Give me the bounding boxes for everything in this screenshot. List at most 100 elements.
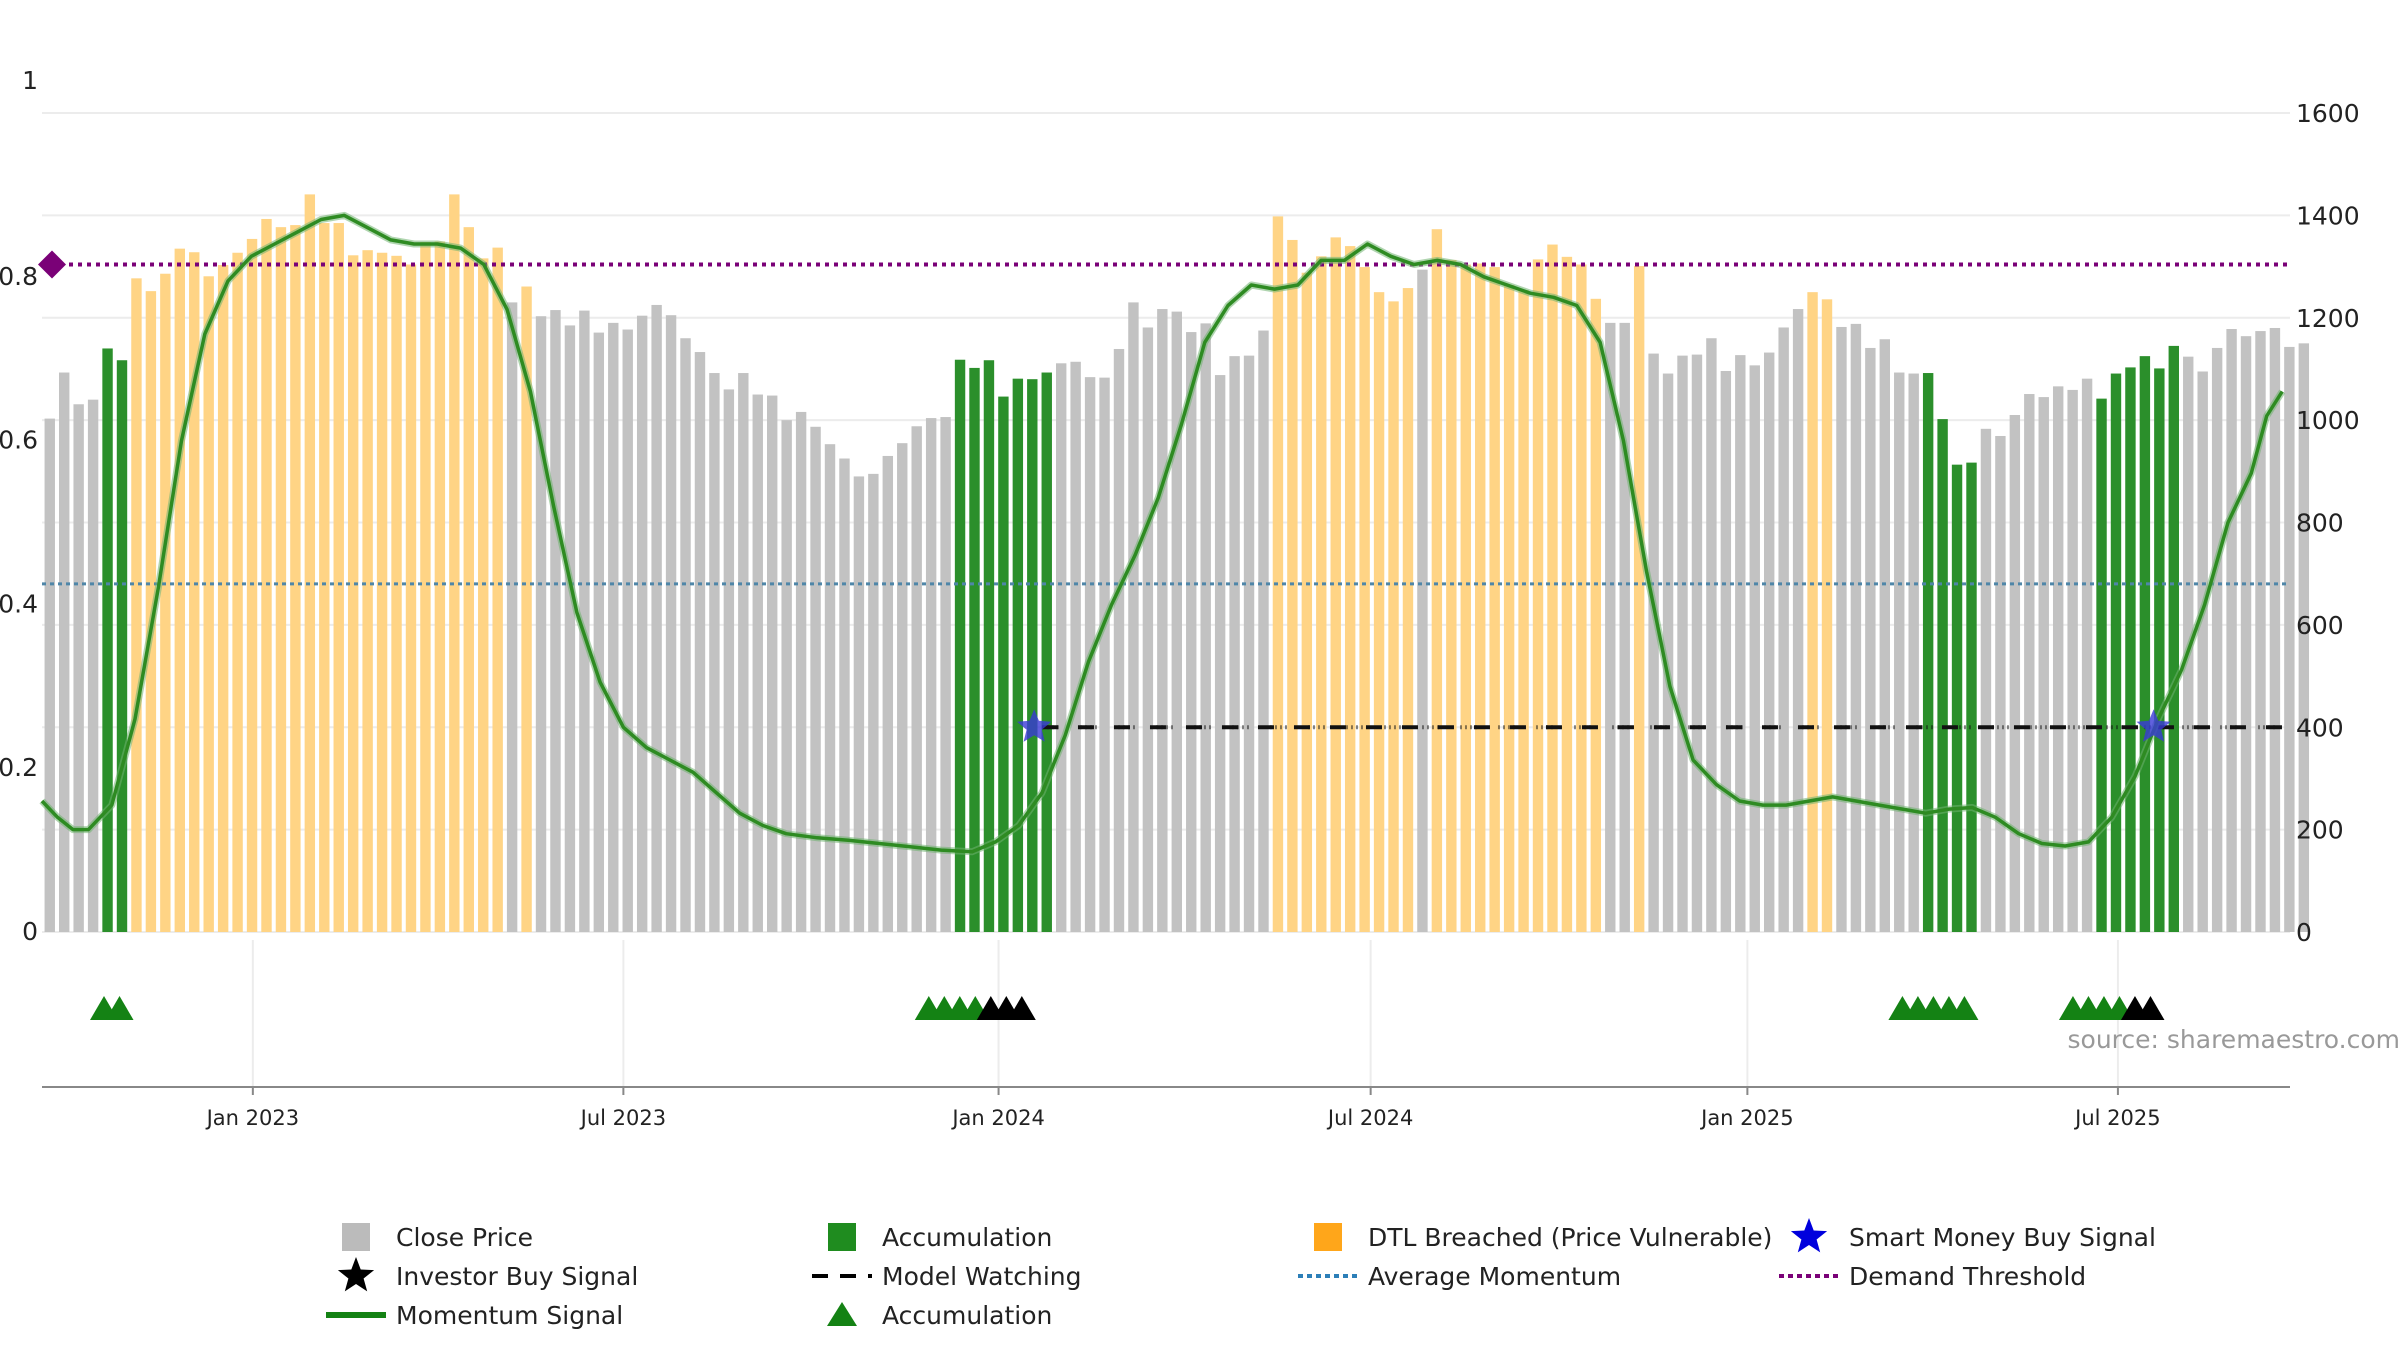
price-bar xyxy=(694,352,706,932)
price-bar xyxy=(1475,263,1486,933)
price-bar xyxy=(2024,394,2035,932)
price-bar xyxy=(2269,327,2281,932)
price-bar xyxy=(2110,373,2122,932)
price-bar xyxy=(1388,301,1399,932)
accumulation-triangle-icon xyxy=(2136,996,2165,1020)
price-bar xyxy=(1070,361,1081,932)
price-bar xyxy=(1995,435,2006,932)
price-bar xyxy=(1128,302,1139,932)
legend-square-icon xyxy=(828,1223,856,1251)
price-bar xyxy=(1980,428,1992,932)
price-bar xyxy=(998,396,1009,932)
price-bar xyxy=(1547,244,1558,932)
price-bar xyxy=(1648,353,1659,932)
price-bar xyxy=(593,332,605,932)
price-bar xyxy=(290,225,301,932)
price-bar xyxy=(376,252,388,932)
legend-item: Smart Money Buy Signal xyxy=(1790,1218,2156,1253)
legend: Close Price Accumulation DTL Breached (Pri… xyxy=(326,1218,2156,1330)
price-bar xyxy=(1186,332,1197,932)
x-axis-tick-label: Jan 2024 xyxy=(950,1106,1045,1130)
price-bar xyxy=(1417,269,1428,932)
legend-item: Investor Buy Signal xyxy=(337,1257,638,1292)
price-bar xyxy=(608,322,619,932)
price-bar xyxy=(535,316,547,933)
legend-label: Average Momentum xyxy=(1368,1262,1621,1291)
price-bar xyxy=(362,250,373,932)
price-bar xyxy=(1287,239,1298,932)
price-bar xyxy=(1792,309,1804,933)
price-bar xyxy=(622,329,633,932)
right-axis-tick-label: 800 xyxy=(2296,509,2344,538)
price-bar xyxy=(232,252,243,932)
price-bar xyxy=(1041,372,1052,932)
left-axis-tick-label: 0.4 xyxy=(0,589,38,618)
price-bar xyxy=(319,223,330,933)
price-bar xyxy=(1330,237,1341,932)
price-bar xyxy=(116,360,128,933)
price-bar xyxy=(217,265,229,933)
price-bar xyxy=(1055,363,1067,932)
momentum-signal-line xyxy=(40,213,2284,854)
price-bar xyxy=(1503,284,1515,932)
x-axis-tick-label: Jan 2023 xyxy=(205,1106,300,1130)
price-bar xyxy=(2211,347,2223,932)
price-bar xyxy=(1677,355,1688,932)
price-bar xyxy=(665,315,677,932)
price-bar xyxy=(2081,378,2093,933)
price-bar xyxy=(73,404,84,933)
price-bar xyxy=(897,443,908,932)
price-bar xyxy=(983,360,995,933)
price-bar xyxy=(1821,299,1833,932)
price-bar xyxy=(1301,272,1313,933)
right-axis-tick-label: 1400 xyxy=(2296,201,2360,230)
price-bar xyxy=(1908,373,1919,932)
price-bar xyxy=(2125,367,2136,933)
source-label: source: sharemaestro.com xyxy=(2068,1025,2400,1054)
price-bar xyxy=(1171,311,1182,932)
price-bar xyxy=(1576,264,1587,932)
price-bar xyxy=(246,238,258,932)
price-bar xyxy=(1446,259,1457,933)
left-axis-tick-label: 0.6 xyxy=(0,426,38,455)
price-bar xyxy=(651,304,662,932)
price-bar xyxy=(1157,309,1168,933)
price-bar xyxy=(781,420,792,932)
price-bar xyxy=(680,338,691,933)
smart-money-buy-star-icon xyxy=(2136,709,2171,742)
legend-label: Momentum Signal xyxy=(396,1301,623,1330)
price-bar xyxy=(1778,327,1789,933)
legend-item: Accumulation xyxy=(827,1301,1052,1330)
price-bar xyxy=(1937,419,1948,932)
price-bar xyxy=(1373,292,1385,932)
price-bar xyxy=(463,227,474,932)
price-bar xyxy=(434,241,446,933)
price-bar xyxy=(2067,389,2078,932)
price-bar xyxy=(738,373,749,933)
price-bar xyxy=(174,248,185,933)
price-bar xyxy=(940,417,951,933)
price-bar xyxy=(478,258,489,932)
price-bar xyxy=(1532,259,1544,932)
legend-label: Accumulation xyxy=(882,1223,1052,1252)
price-bar xyxy=(1619,322,1630,932)
legend-label: Investor Buy Signal xyxy=(396,1262,638,1291)
left-axis-tick-label: 0.2 xyxy=(0,753,38,782)
legend-item: Close Price xyxy=(342,1223,533,1252)
price-bar xyxy=(1807,292,1818,932)
price-bar xyxy=(420,241,431,932)
price-bar xyxy=(1460,264,1471,932)
accumulation-triangle-icon xyxy=(105,996,134,1020)
price-bar xyxy=(969,367,980,932)
legend-item: Accumulation xyxy=(828,1223,1052,1252)
legend-label: Accumulation xyxy=(882,1301,1052,1330)
price-bar xyxy=(1633,266,1645,932)
legend-item: Demand Threshold xyxy=(1779,1262,2086,1291)
price-bar xyxy=(1735,355,1746,932)
price-bar xyxy=(579,310,590,932)
price-bar xyxy=(752,394,763,932)
legend-star-icon xyxy=(1790,1218,1828,1253)
price-bar xyxy=(925,418,937,932)
right-axis-tick-label: 200 xyxy=(2296,816,2344,845)
legend-item: Average Momentum xyxy=(1298,1262,1621,1291)
